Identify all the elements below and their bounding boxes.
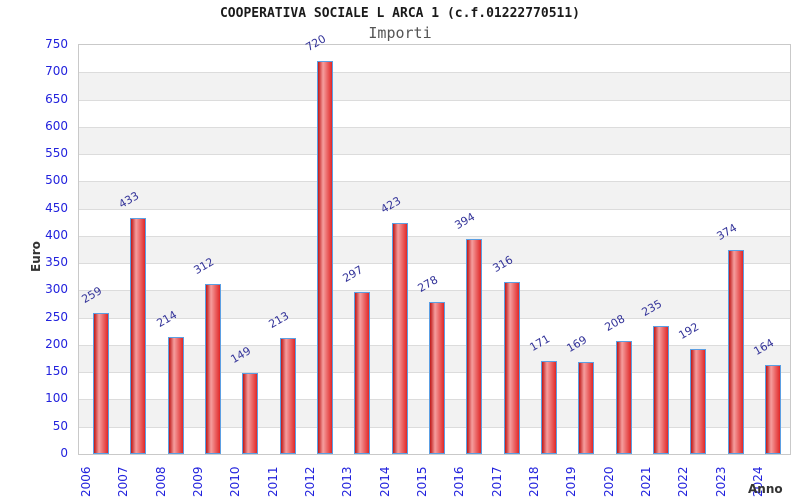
y-tick-label: 550 <box>45 146 68 161</box>
bar-2011 <box>279 337 296 454</box>
chart-title: COOPERATIVA SOCIALE L ARCA 1 (c.f.012227… <box>219 6 581 21</box>
plot-band <box>79 72 790 100</box>
x-tick-label: 2014 <box>377 466 392 497</box>
bar-2014 <box>391 223 408 454</box>
x-tick-label: 2019 <box>564 466 579 497</box>
y-tick-label: 350 <box>45 255 68 270</box>
bar-2017 <box>503 281 520 454</box>
x-tick-label: 2022 <box>676 466 691 497</box>
gridline <box>79 72 790 74</box>
y-tick-label: 650 <box>45 91 68 106</box>
y-tick-label: 600 <box>45 118 68 133</box>
plot-band <box>79 235 790 264</box>
y-tick-label: 700 <box>45 64 68 79</box>
x-tick-label: 2023 <box>713 466 728 497</box>
x-tick-label: 2020 <box>601 466 616 497</box>
gridline <box>79 99 790 101</box>
x-tick-label: 2018 <box>526 466 541 497</box>
bar-2012 <box>316 61 333 454</box>
gridline <box>79 181 790 183</box>
bar-2019 <box>578 361 595 454</box>
y-tick-label: 750 <box>45 37 68 51</box>
x-tick-label: 2009 <box>190 466 205 497</box>
plot-band <box>79 126 790 155</box>
bar-2015 <box>428 302 445 454</box>
gridline <box>79 290 790 292</box>
y-tick-label: 150 <box>45 364 68 379</box>
bar-2006 <box>93 312 109 454</box>
bar-2023 <box>727 250 744 454</box>
x-tick-label: 2008 <box>153 466 168 497</box>
y-tick-label: 100 <box>45 391 68 406</box>
y-axis-title: Euro <box>29 241 43 272</box>
y-tick-label: 450 <box>45 200 68 215</box>
gridline <box>79 154 790 156</box>
x-tick-label: 2010 <box>228 466 243 497</box>
y-tick-label: 250 <box>45 309 68 324</box>
bar-2018 <box>540 360 557 454</box>
gridline <box>79 263 790 265</box>
y-tick-label: 200 <box>45 336 68 351</box>
bar-2021 <box>652 325 669 454</box>
bar-2020 <box>615 340 632 454</box>
x-tick-label: 2016 <box>452 466 467 497</box>
y-tick-label: 400 <box>45 227 68 242</box>
x-tick-label: 2017 <box>489 466 504 497</box>
x-axis-title: Anno <box>748 482 783 496</box>
x-tick-label: 2013 <box>340 466 355 497</box>
gridline <box>79 126 790 128</box>
gridline <box>79 208 790 210</box>
chart-subtitle: Importi <box>368 24 432 42</box>
y-tick-label: 300 <box>45 282 68 297</box>
gridline <box>79 235 790 237</box>
bar-2024 <box>764 364 781 454</box>
bar-2008 <box>167 337 184 454</box>
x-tick-label: 2011 <box>265 466 280 497</box>
x-tick-label: 2015 <box>414 466 429 497</box>
y-tick-label: 500 <box>45 173 68 188</box>
x-tick-label: 2007 <box>116 466 131 497</box>
x-tick-label: 2021 <box>638 466 653 497</box>
bar-2022 <box>690 349 707 454</box>
plot-band <box>79 181 790 209</box>
x-tick-label: 2006 <box>79 466 93 497</box>
bar-2009 <box>204 283 221 454</box>
y-tick-label: 0 <box>60 446 68 460</box>
bar-2010 <box>242 372 259 454</box>
bar-2016 <box>466 239 483 454</box>
plot-area <box>78 44 791 455</box>
x-tick-label: 2012 <box>302 466 317 497</box>
bar-2013 <box>354 292 371 454</box>
bar-2007 <box>130 217 147 454</box>
y-tick-label: 50 <box>52 418 68 433</box>
